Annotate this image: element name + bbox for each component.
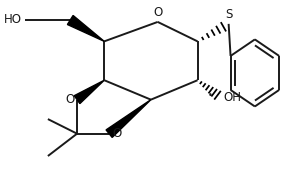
Text: HO: HO (4, 14, 22, 26)
Polygon shape (74, 80, 104, 104)
Text: •: • (208, 91, 213, 100)
Text: S: S (225, 8, 232, 21)
Text: O: O (65, 93, 74, 106)
Text: O: O (112, 127, 121, 140)
Text: OH: OH (224, 91, 242, 104)
Polygon shape (67, 15, 104, 41)
Polygon shape (106, 100, 151, 137)
Text: O: O (153, 6, 162, 19)
